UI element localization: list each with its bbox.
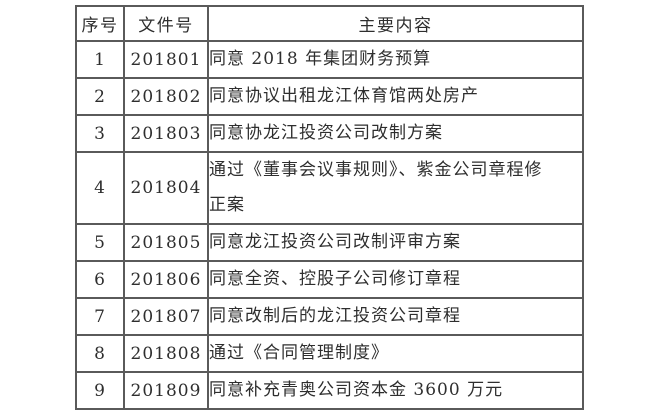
cell-sequence-number: 9 xyxy=(75,371,125,410)
header-cell-file-no: 文件号 xyxy=(123,5,209,42)
table-row: 8 201808 通过《合同管理制度》 xyxy=(75,334,584,373)
table-body: 1 201801 同意 2018 年集团财务预算 2 201802 同意协议出租… xyxy=(75,40,584,410)
cell-sequence-number: 8 xyxy=(75,334,125,373)
table-row: 6 201806 同意全资、控股子公司修订章程 xyxy=(75,260,584,299)
cell-file-number: 201802 xyxy=(123,77,209,116)
table-row: 7 201807 同意改制后的龙江投资公司章程 xyxy=(75,297,584,336)
cell-file-number: 201809 xyxy=(123,371,209,410)
cell-main-content: 同意 2018 年集团财务预算 xyxy=(207,40,584,79)
cell-sequence-number: 7 xyxy=(75,297,125,336)
header-cell-no: 序号 xyxy=(75,5,125,42)
cell-sequence-number: 3 xyxy=(75,114,125,153)
cell-sequence-number: 1 xyxy=(75,40,125,79)
cell-file-number: 201803 xyxy=(123,114,209,153)
cell-file-number: 201805 xyxy=(123,223,209,262)
cell-main-content: 通过《合同管理制度》 xyxy=(207,334,584,373)
cell-main-content: 同意龙江投资公司改制评审方案 xyxy=(207,223,584,262)
cell-file-number: 201804 xyxy=(123,151,209,225)
cell-sequence-number: 4 xyxy=(75,151,125,225)
cell-main-content: 同意改制后的龙江投资公司章程 xyxy=(207,297,584,336)
cell-main-content: 同意协龙江投资公司改制方案 xyxy=(207,114,584,153)
cell-file-number: 201801 xyxy=(123,40,209,79)
table-row: 5 201805 同意龙江投资公司改制评审方案 xyxy=(75,223,584,262)
cell-file-number: 201808 xyxy=(123,334,209,373)
table-row: 9 201809 同意补充青奥公司资本金 3600 万元 xyxy=(75,371,584,410)
table-row: 2 201802 同意协议出租龙江体育馆两处房产 xyxy=(75,77,584,116)
table-header-row: 序号 文件号 主要内容 xyxy=(75,5,584,42)
table-row: 3 201803 同意协龙江投资公司改制方案 xyxy=(75,114,584,153)
cell-main-content: 通过《董事会议事规则》、紫金公司章程修 正案 xyxy=(207,151,584,225)
cell-sequence-number: 2 xyxy=(75,77,125,116)
table-row: 1 201801 同意 2018 年集团财务预算 xyxy=(75,40,584,79)
cell-sequence-number: 5 xyxy=(75,223,125,262)
header-cell-content: 主要内容 xyxy=(207,5,584,42)
cell-file-number: 201806 xyxy=(123,260,209,299)
document-table: 序号 文件号 主要内容 1 201801 同意 2018 年集团财务预算 2 2… xyxy=(75,5,584,410)
cell-main-content: 同意协议出租龙江体育馆两处房产 xyxy=(207,77,584,116)
table-row: 4 201804 通过《董事会议事规则》、紫金公司章程修 正案 xyxy=(75,151,584,225)
cell-sequence-number: 6 xyxy=(75,260,125,299)
cell-main-content: 同意补充青奥公司资本金 3600 万元 xyxy=(207,371,584,410)
cell-main-content: 同意全资、控股子公司修订章程 xyxy=(207,260,584,299)
cell-file-number: 201807 xyxy=(123,297,209,336)
